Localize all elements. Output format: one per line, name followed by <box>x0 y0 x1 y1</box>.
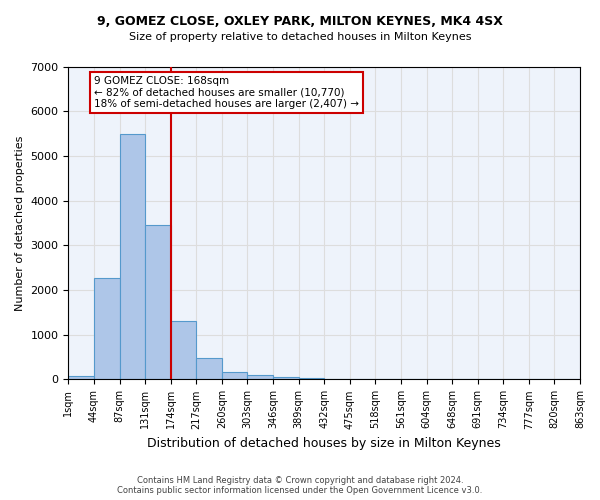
Bar <box>145 225 171 380</box>
Text: 9, GOMEZ CLOSE, OXLEY PARK, MILTON KEYNES, MK4 4SX: 9, GOMEZ CLOSE, OXLEY PARK, MILTON KEYNE… <box>97 15 503 28</box>
Text: 9 GOMEZ CLOSE: 168sqm
← 82% of detached houses are smaller (10,770)
18% of semi-: 9 GOMEZ CLOSE: 168sqm ← 82% of detached … <box>94 76 359 109</box>
Y-axis label: Number of detached properties: Number of detached properties <box>15 136 25 310</box>
Bar <box>247 375 273 380</box>
Bar <box>273 376 299 380</box>
Bar <box>299 378 324 380</box>
Text: Size of property relative to detached houses in Milton Keynes: Size of property relative to detached ho… <box>129 32 471 42</box>
Bar <box>196 358 222 380</box>
Bar <box>94 278 119 380</box>
Text: Contains HM Land Registry data © Crown copyright and database right 2024.
Contai: Contains HM Land Registry data © Crown c… <box>118 476 482 495</box>
Bar <box>68 376 94 380</box>
Bar <box>171 321 196 380</box>
Bar <box>119 134 145 380</box>
X-axis label: Distribution of detached houses by size in Milton Keynes: Distribution of detached houses by size … <box>148 437 501 450</box>
Bar <box>222 372 247 380</box>
